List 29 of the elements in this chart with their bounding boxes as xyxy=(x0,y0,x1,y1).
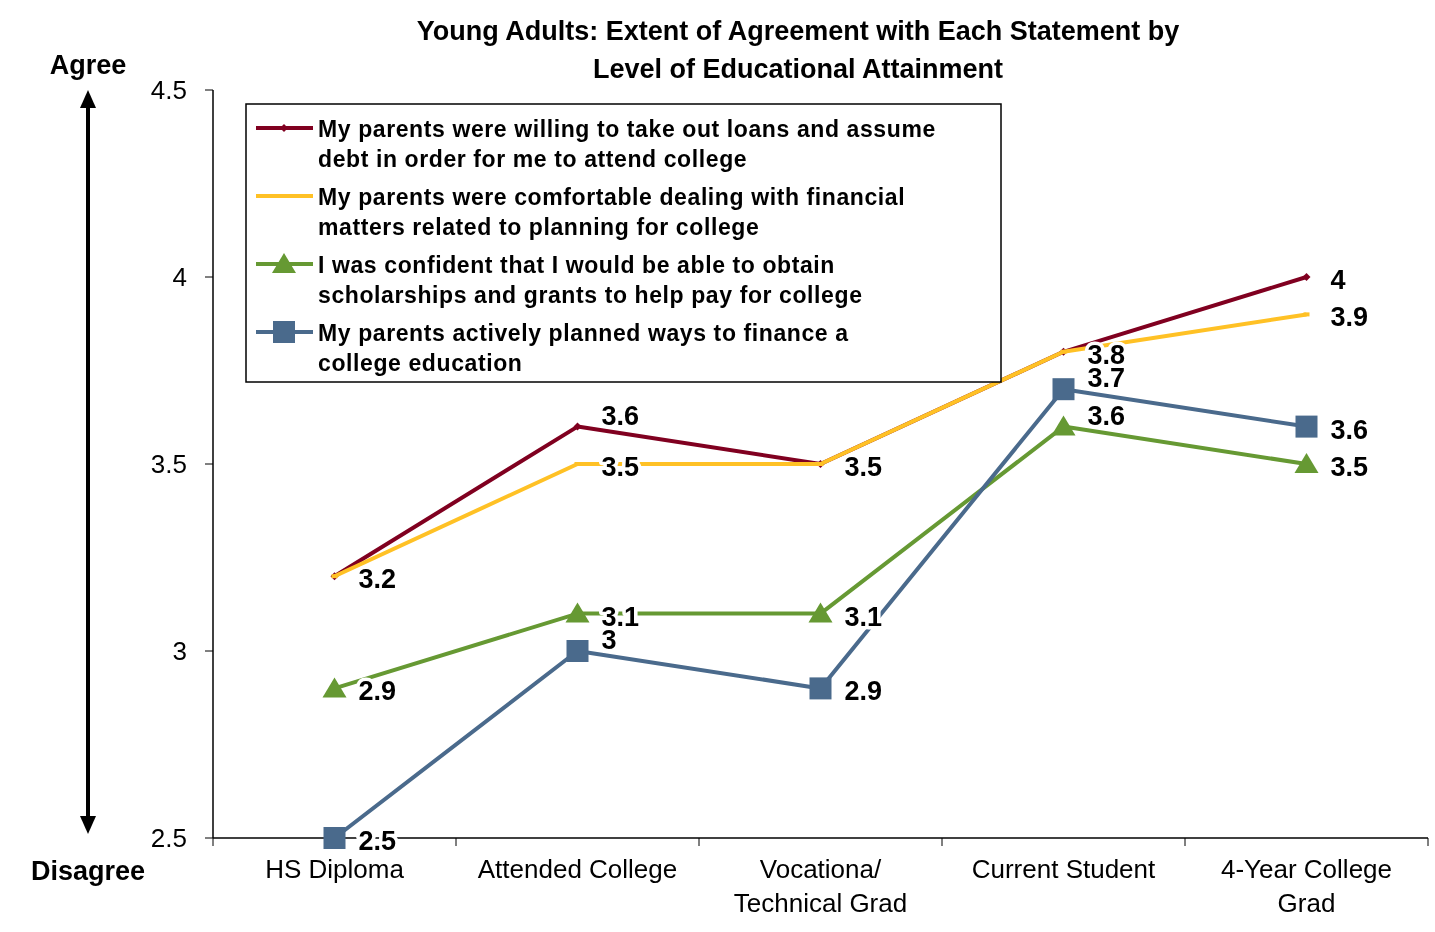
y-tick-label: 2.5 xyxy=(150,823,187,853)
data-label: 3.5 xyxy=(1330,452,1369,482)
y-tick-label: 3 xyxy=(172,636,187,666)
legend-label: My parents were comfortable dealing with financial matters related to planning for college xyxy=(318,184,906,240)
data-label: 3.6 xyxy=(1330,414,1369,445)
x-tick-label: Vocationa/ Technical Grad xyxy=(733,854,908,918)
x-tick-label: HS Diploma xyxy=(265,854,405,884)
data-label: 3.6 xyxy=(1087,400,1126,431)
text: Disagree xyxy=(30,856,146,886)
data-label: 3.2 xyxy=(358,564,397,595)
x-tick-label: Attended College xyxy=(477,854,678,884)
y-tick-label: 4 xyxy=(172,262,187,292)
chart-title: Young Adults: Extent of Agreement with Each Statement by Level of Educational Attainment xyxy=(416,16,1180,84)
legend-label: My parents were willing to take out loans and assume debt in order for me to attend college xyxy=(318,116,936,172)
x-tick-label: 4-Year College Grad xyxy=(1220,854,1393,918)
data-label: 3.9 xyxy=(1330,302,1369,333)
data-label: 3.7 xyxy=(1087,363,1126,394)
y-tick-label: 4.5 xyxy=(150,75,187,105)
y-tick-label: 3.5 xyxy=(150,449,187,479)
x-tick-label: Current Student xyxy=(971,854,1157,884)
data-label: 2.9 xyxy=(844,676,883,707)
legend-label: My parents actively planned ways to finance a college education xyxy=(318,320,849,376)
legend-label: I was confident that I would be able to obtain scholarships and grants to help pay for college xyxy=(318,252,863,308)
text: Agree xyxy=(49,50,127,80)
data-label: 3.5 xyxy=(844,452,883,482)
data-label: 2.9 xyxy=(358,676,397,707)
data-label: 3 xyxy=(601,625,617,655)
data-label: 3.6 xyxy=(601,400,640,431)
data-label: 4 xyxy=(1330,265,1346,295)
